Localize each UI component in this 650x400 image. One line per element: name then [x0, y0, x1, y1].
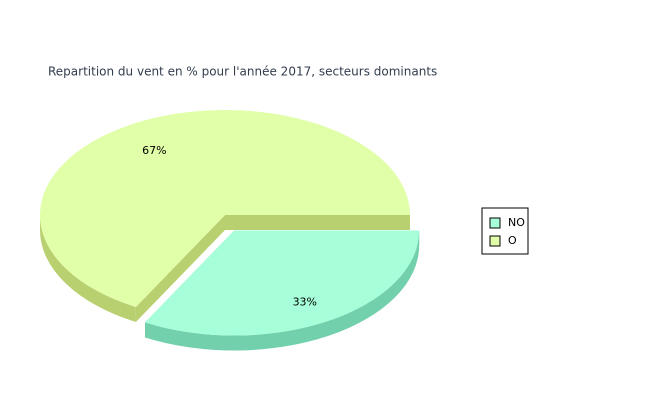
- legend-swatch: [489, 235, 501, 247]
- chart-title: Repartition du vent en % pour l'année 20…: [48, 65, 437, 79]
- legend-box: [481, 207, 529, 255]
- data-label: 67%: [142, 144, 166, 157]
- legend-label: NO: [508, 216, 525, 229]
- pie-slice: [40, 110, 411, 308]
- slice-side: [135, 215, 225, 323]
- pie-slice: [145, 230, 420, 336]
- slice-wall: [145, 230, 420, 351]
- slice-wall: [40, 215, 136, 323]
- slice-side: [225, 215, 410, 230]
- data-label: 33%: [293, 295, 317, 308]
- legend-label: O: [508, 234, 517, 247]
- legend-swatch: [489, 217, 501, 229]
